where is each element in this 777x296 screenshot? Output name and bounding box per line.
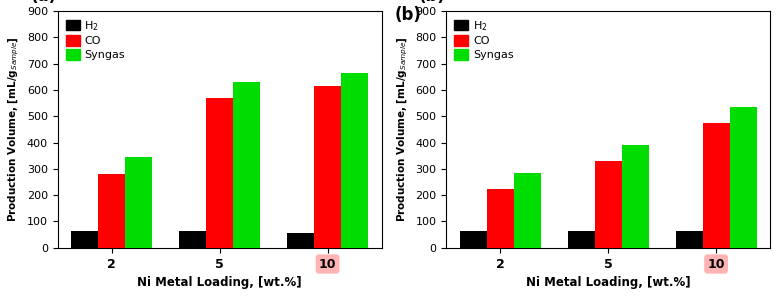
- Bar: [125, 157, 152, 248]
- Bar: [206, 98, 233, 248]
- Legend: H$_2$, CO, Syngas: H$_2$, CO, Syngas: [451, 17, 516, 62]
- Text: (a): (a): [30, 0, 57, 5]
- Bar: [341, 73, 368, 248]
- Bar: [514, 173, 541, 248]
- Bar: [179, 231, 206, 248]
- X-axis label: Ni Metal Loading, [wt.%]: Ni Metal Loading, [wt.%]: [526, 276, 691, 289]
- Bar: [287, 233, 314, 248]
- Y-axis label: Production Volume, [mL/g$_{Sample}$]: Production Volume, [mL/g$_{Sample}$]: [395, 36, 409, 222]
- Text: (b): (b): [395, 6, 421, 24]
- Bar: [233, 82, 260, 248]
- Bar: [702, 123, 730, 248]
- Text: (b): (b): [419, 0, 446, 5]
- Bar: [98, 174, 125, 248]
- Bar: [486, 189, 514, 248]
- Bar: [71, 231, 98, 248]
- X-axis label: Ni Metal Loading, [wt.%]: Ni Metal Loading, [wt.%]: [138, 276, 302, 289]
- Bar: [676, 231, 702, 248]
- Bar: [460, 231, 486, 248]
- Y-axis label: Production Volume, [mL/g$_{Sample}$]: Production Volume, [mL/g$_{Sample}$]: [7, 36, 21, 222]
- Legend: H$_2$, CO, Syngas: H$_2$, CO, Syngas: [63, 17, 127, 62]
- Bar: [730, 107, 757, 248]
- Bar: [594, 161, 622, 248]
- Bar: [568, 231, 594, 248]
- Bar: [622, 145, 649, 248]
- Bar: [314, 86, 341, 248]
